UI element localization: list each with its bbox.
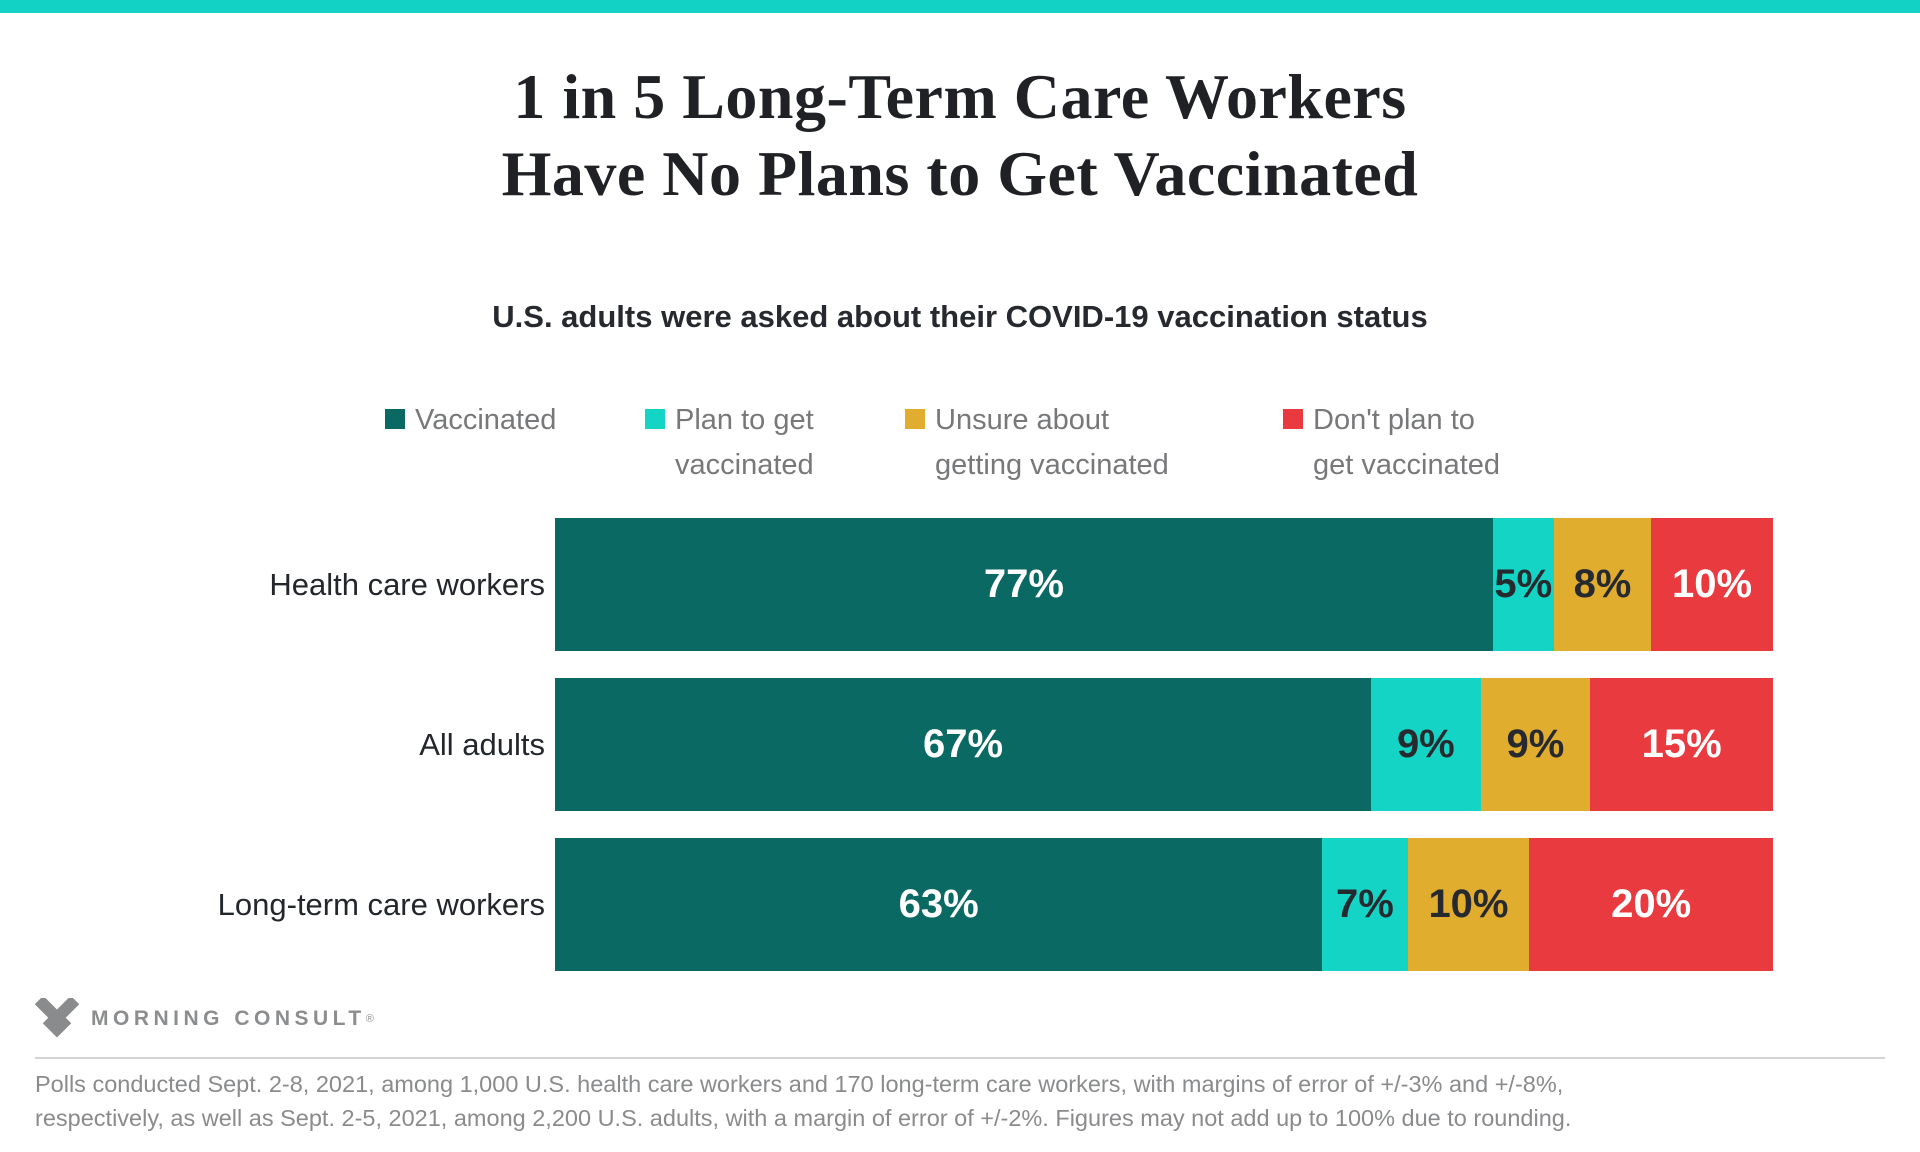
bar-segment-don-t-plan-to-get-vaccinated: 20% bbox=[1529, 838, 1773, 971]
legend-label: Plan to get vaccinated bbox=[675, 404, 814, 481]
chart-title: 1 in 5 Long-Term Care Workers Have No Pl… bbox=[501, 61, 1419, 209]
bar-segment-plan-to-get-vaccinated: 9% bbox=[1371, 678, 1481, 811]
chart-rows: Health care workers 77% 5% 8% 10% All adults 6… bbox=[0, 518, 1920, 971]
legend-label: Vaccinated bbox=[415, 404, 557, 436]
legend-item: Vaccinated bbox=[385, 398, 645, 443]
chart-legend: Vaccinated Plan to get vaccinated Unsure a… bbox=[385, 398, 1920, 488]
legend-item: Don't plan to get vaccinated bbox=[1283, 398, 1500, 488]
row-bars: 77% 5% 8% 10% bbox=[555, 518, 1773, 651]
legend-swatch bbox=[905, 409, 925, 429]
bar-segment-plan-to-get-vaccinated: 7% bbox=[1322, 838, 1408, 971]
bar-segment-vaccinated: 63% bbox=[555, 838, 1323, 971]
chart-row: Long-term care workers 63% 7% 10% 20% bbox=[0, 838, 1920, 971]
row-label: All adults bbox=[419, 726, 545, 762]
row-label: Long-term care workers bbox=[217, 886, 545, 922]
chart-subtitle: U.S. adults were asked about their COVID… bbox=[492, 299, 1428, 334]
row-bars: 63% 7% 10% 20% bbox=[555, 838, 1773, 971]
methodology-note: Polls conducted Sept. 2-8, 2021, among 1… bbox=[35, 1071, 1572, 1131]
chart-row: Health care workers 77% 5% 8% 10% bbox=[0, 518, 1920, 651]
legend-item: Unsure about getting vaccinated bbox=[905, 398, 1283, 488]
top-banner bbox=[0, 0, 1920, 13]
row-bars: 67% 9% 9% 15% bbox=[555, 678, 1773, 811]
legend-swatch bbox=[385, 409, 405, 429]
registered-trademark-symbol: ® bbox=[365, 1013, 374, 1025]
footer-divider bbox=[35, 1057, 1885, 1059]
bar-segment-plan-to-get-vaccinated: 5% bbox=[1492, 518, 1554, 651]
bar-segment-don-t-plan-to-get-vaccinated: 15% bbox=[1590, 678, 1773, 811]
footer-brand-row: MORNING CONSULT ® bbox=[35, 998, 1920, 1040]
bar-segment-vaccinated: 67% bbox=[555, 678, 1372, 811]
bar-segment-unsure-about-getting-vaccinated: 9% bbox=[1480, 678, 1591, 811]
morning-consult-logo-icon bbox=[35, 998, 79, 1038]
bar-segment-unsure-about-getting-vaccinated: 10% bbox=[1407, 838, 1530, 971]
chart-row: All adults 67% 9% 9% 15% bbox=[0, 678, 1920, 811]
legend-item: Plan to get vaccinated bbox=[645, 398, 905, 488]
brand-wordmark: MORNING CONSULT bbox=[91, 1007, 366, 1030]
row-label: Health care workers bbox=[269, 566, 545, 602]
legend-label: Don't plan to get vaccinated bbox=[1313, 404, 1501, 481]
legend-swatch bbox=[1283, 409, 1303, 429]
bar-segment-don-t-plan-to-get-vaccinated: 10% bbox=[1651, 518, 1773, 651]
legend-swatch bbox=[645, 409, 665, 429]
bar-segment-unsure-about-getting-vaccinated: 8% bbox=[1553, 518, 1652, 651]
bar-segment-vaccinated: 77% bbox=[555, 518, 1493, 651]
legend-label: Unsure about getting vaccinated bbox=[935, 404, 1169, 481]
stacked-bar-chart: Health care workers 77% 5% 8% 10% All adults 6… bbox=[0, 518, 1920, 971]
